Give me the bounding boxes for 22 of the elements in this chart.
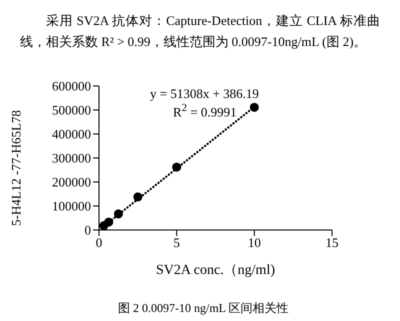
y-tick-label: 500000 <box>52 102 91 118</box>
point <box>104 218 114 227</box>
chart-title: 采用 SV2A 抗体对：Capture-Detection，建立 CLIA 标准曲线，相关系数 R² > 0.99，线性范围为 0.0097-10ng/mL (图 2)。 <box>20 12 380 51</box>
caption: 图 2 0.0097-10 ng/mL 区间相关性 <box>118 300 289 317</box>
y-axis-title: 5-H4L12 -77-H65L78 <box>8 110 24 226</box>
x-tick-label: 10 <box>248 235 261 250</box>
x-axis-title: SV2A conc.（ng/ml) <box>156 263 276 278</box>
point <box>172 162 182 172</box>
y-tick-label: 300000 <box>52 150 91 166</box>
y-tick-label: 400000 <box>52 126 91 142</box>
y-tick-label: 600000 <box>52 78 91 94</box>
annotation: R$^{2}$ = 0.9991 <box>173 102 237 120</box>
x-tick-label: 5 <box>173 235 180 250</box>
point <box>114 209 123 218</box>
annotation: y = 51308x + 386.19 <box>150 86 259 102</box>
point <box>133 192 142 202</box>
x-tick-label: 15 <box>326 235 338 250</box>
y-tick-label: 0 <box>84 222 91 238</box>
point <box>250 102 259 112</box>
y-tick-label: 200000 <box>52 174 91 190</box>
x-tick-label: 0 <box>96 235 102 250</box>
y-tick-label: 100000 <box>52 198 91 214</box>
